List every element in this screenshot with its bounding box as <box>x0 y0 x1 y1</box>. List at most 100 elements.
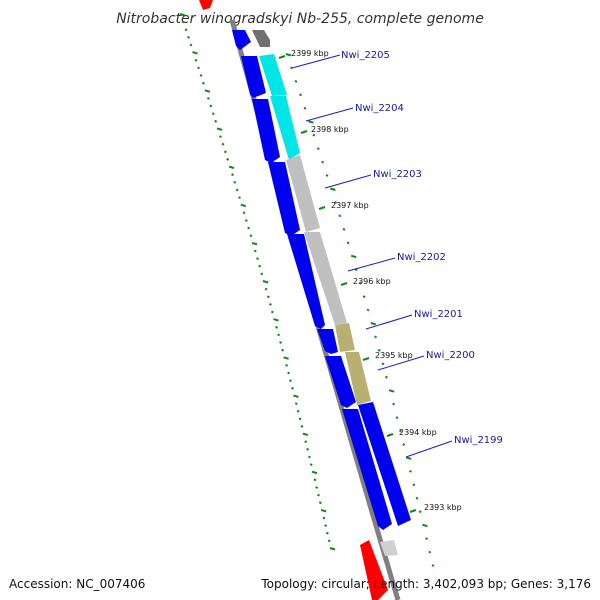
cds-arrow[interactable] <box>268 162 300 236</box>
cds-arrow[interactable] <box>252 99 280 163</box>
tick-mark <box>184 28 188 32</box>
tick-mark <box>189 43 193 47</box>
tick-mark <box>405 456 412 460</box>
tick-label: 2395 kbp <box>375 351 413 360</box>
inner-tick-track <box>285 53 435 567</box>
tick-mark <box>283 356 289 360</box>
cds-arrow[interactable] <box>287 234 325 329</box>
rna-feature[interactable] <box>360 540 388 600</box>
tick-mark <box>194 58 198 62</box>
tick-mark <box>318 501 322 505</box>
tick-mark <box>244 219 248 222</box>
tick-mark <box>329 547 336 551</box>
label-leader-line <box>405 440 453 458</box>
tick-mark <box>247 226 251 230</box>
tick-mark <box>279 341 283 344</box>
tick-mark <box>322 516 326 520</box>
tick-mark <box>206 97 210 100</box>
cds-arrow[interactable] <box>325 356 356 408</box>
tick-mark <box>312 133 316 137</box>
tick-mark <box>362 295 366 298</box>
tick-mark <box>285 53 292 57</box>
tick-mark <box>388 389 395 393</box>
tick-mark <box>296 409 300 413</box>
tick-mark <box>201 81 205 85</box>
cds-arrow[interactable] <box>241 56 266 98</box>
tick-mark <box>309 463 313 466</box>
tick-mark <box>228 165 235 170</box>
gene-nwi-2199[interactable] <box>358 402 411 526</box>
kbp-tick <box>300 130 308 134</box>
kbp-tick <box>386 433 394 437</box>
tick-mark <box>412 483 416 487</box>
tick-mark <box>304 440 308 444</box>
gene-label-nwi-2204[interactable]: Nwi_2204 <box>355 103 404 114</box>
tick-mark <box>317 493 320 497</box>
kbp-tick <box>340 282 348 286</box>
tick-mark <box>334 201 338 204</box>
tick-mark <box>308 120 314 124</box>
kbp-tick <box>409 509 417 513</box>
tick-mark <box>330 187 336 191</box>
gene-nwi-2203[interactable] <box>286 155 320 232</box>
tick-mark <box>425 537 429 540</box>
gene-label-nwi-2199[interactable]: Nwi_2199 <box>454 435 503 446</box>
tick-mark <box>395 416 399 419</box>
tick-mark <box>242 211 246 215</box>
label-leader-line <box>347 257 396 272</box>
tick-mark <box>399 429 402 433</box>
kbp-tick <box>278 55 286 59</box>
tick-label: 2393 kbp <box>424 503 462 512</box>
tick-mark <box>402 443 406 446</box>
gene-label-nwi-2200[interactable]: Nwi_2200 <box>426 350 475 361</box>
tick-mark <box>235 188 239 192</box>
tick-mark <box>370 321 377 326</box>
gene-nwi-2202[interactable] <box>304 232 347 325</box>
tick-mark <box>182 20 185 24</box>
cds-arrow-gray[interactable] <box>252 30 270 47</box>
tick-mark <box>240 203 247 208</box>
tick-mark <box>306 447 310 451</box>
tick-mark <box>385 375 388 379</box>
kbp-tick <box>318 206 326 210</box>
gene-label-nwi-2203[interactable]: Nwi_2203 <box>373 169 422 180</box>
tick-mark <box>381 362 385 366</box>
cds-arrow[interactable] <box>317 329 338 354</box>
gene-nwi-2205[interactable] <box>259 54 287 96</box>
gene-label-nwi-2205[interactable]: Nwi_2205 <box>341 50 390 61</box>
gene-label-nwi-2202[interactable]: Nwi_2202 <box>397 252 446 263</box>
tick-mark <box>428 550 432 554</box>
tick-mark <box>287 371 291 375</box>
tick-mark <box>260 272 264 276</box>
tick-mark <box>251 241 258 246</box>
tick-mark <box>303 106 307 110</box>
tick-mark <box>268 303 272 306</box>
tick-mark <box>238 196 241 199</box>
label-leader-line <box>305 107 354 122</box>
tick-mark <box>221 142 225 146</box>
tick-mark <box>277 333 281 337</box>
tick-mark <box>256 257 259 260</box>
gene-nwi-2200[interactable] <box>345 352 371 405</box>
tick-mark <box>316 147 320 150</box>
rna-feature[interactable] <box>199 0 213 10</box>
cds-arrow-gray[interactable] <box>380 540 398 556</box>
tick-mark <box>346 241 350 245</box>
cds-arrow[interactable] <box>342 409 392 530</box>
tick-mark <box>209 104 213 108</box>
cds-arrow[interactable] <box>232 30 251 50</box>
tick-mark <box>179 13 186 17</box>
label-leader-line <box>365 314 413 330</box>
tick-mark <box>327 539 331 543</box>
gene-nwi-2204[interactable] <box>270 96 300 160</box>
tick-mark <box>197 66 200 70</box>
tick-mark <box>273 318 279 322</box>
cds-track-outer <box>252 30 411 526</box>
tick-mark <box>192 51 198 55</box>
tick-mark <box>226 158 230 161</box>
gene-label-nwi-2201[interactable]: Nwi_2201 <box>414 309 463 320</box>
tick-mark <box>325 174 329 177</box>
gene-nwi-2201[interactable] <box>335 323 355 352</box>
tick-mark <box>415 496 419 500</box>
kbp-tick <box>362 357 370 361</box>
